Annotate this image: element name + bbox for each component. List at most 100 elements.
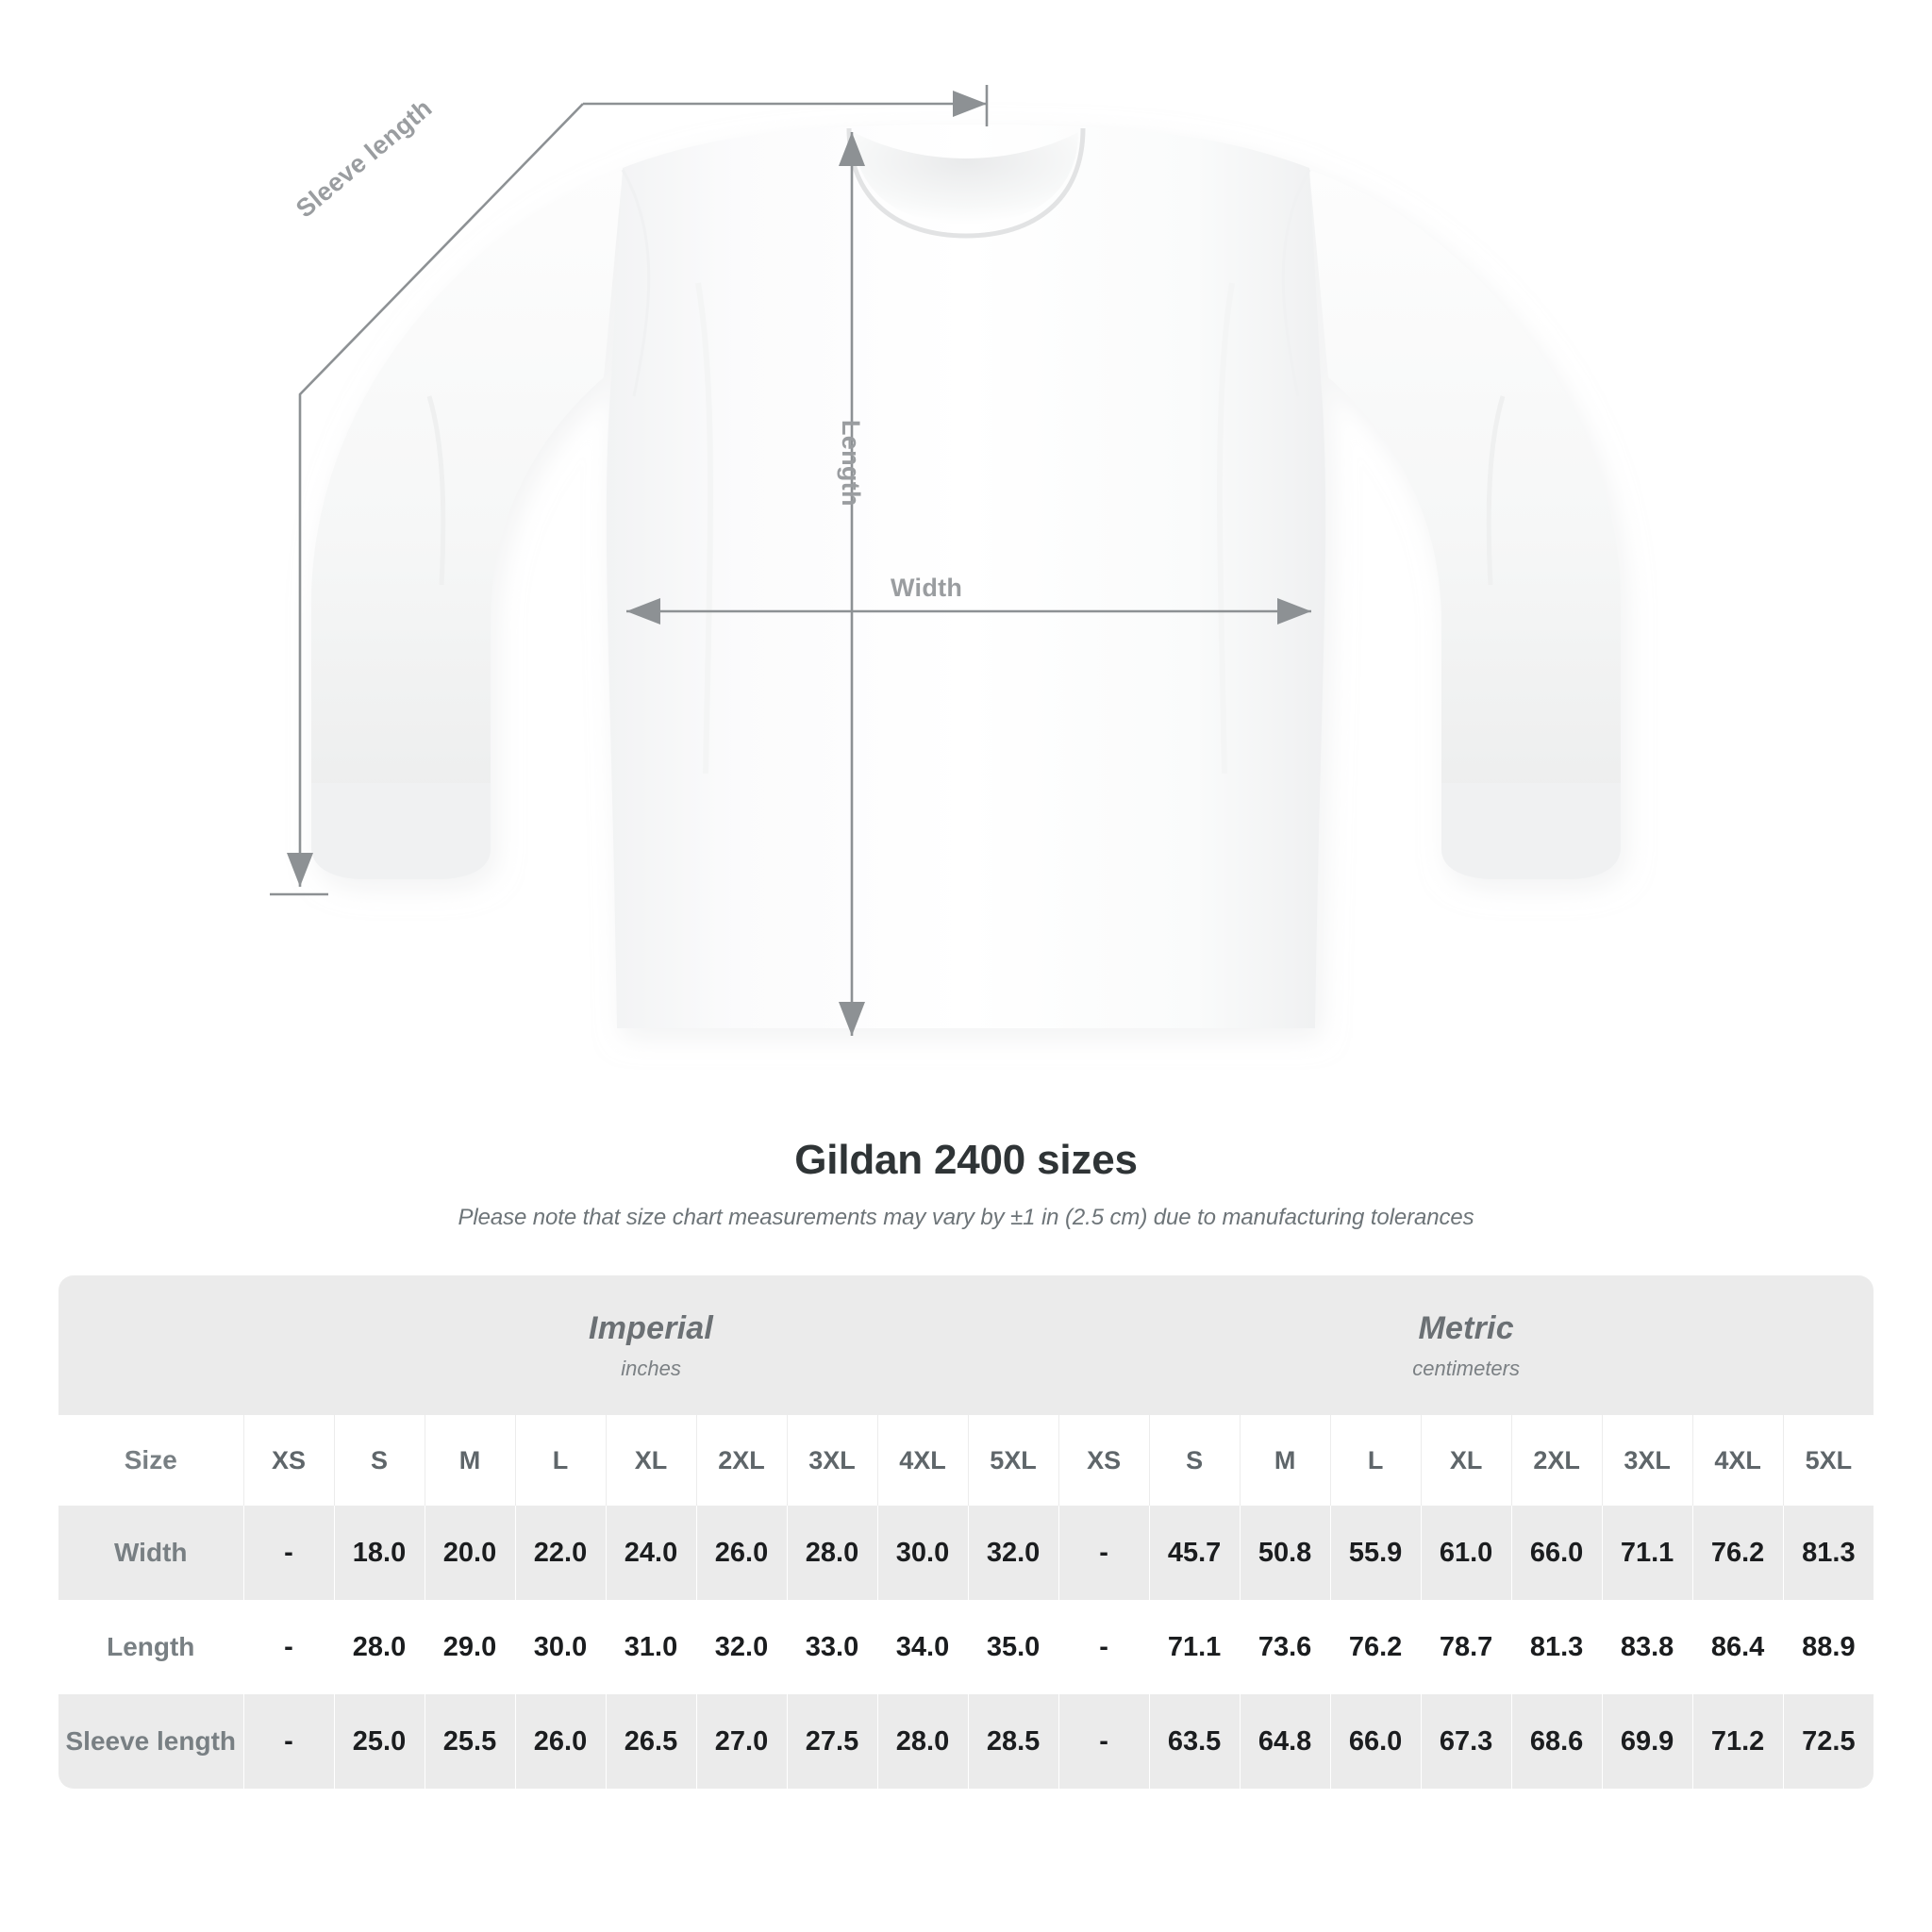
size-header-metric-4xl: 4XL [1692, 1415, 1784, 1506]
cell-sleeve-length-imperial-m: 25.5 [425, 1694, 516, 1789]
width-arrow-left [626, 598, 660, 625]
size-header-imperial-2xl: 2XL [696, 1415, 788, 1506]
cell-width-imperial-5xl: 32.0 [968, 1506, 1059, 1600]
cell-width-metric-4xl: 76.2 [1692, 1506, 1784, 1600]
width-arrow-right [1277, 598, 1311, 625]
cell-width-imperial-s: 18.0 [334, 1506, 425, 1600]
cell-sleeve-length-imperial-xs: - [243, 1694, 335, 1789]
cell-length-imperial-4xl: 34.0 [877, 1600, 969, 1694]
length-annotation-label: Length [837, 420, 865, 507]
unit-subtitle: inches [621, 1356, 681, 1380]
cell-width-imperial-2xl: 26.0 [696, 1506, 788, 1600]
cell-sleeve-length-metric-xl: 67.3 [1421, 1694, 1512, 1789]
cell-length-metric-4xl: 86.4 [1692, 1600, 1784, 1694]
page-subtitle: Please note that size chart measurements… [458, 1205, 1474, 1230]
cell-length-imperial-xs: - [243, 1600, 335, 1694]
cell-length-metric-m: 73.6 [1240, 1600, 1331, 1694]
table-row: Sleeve length -25.0 25.5 26.0 26.5 27.0 27.5 28… [58, 1694, 1874, 1789]
size-header-metric-2xl: 2XL [1511, 1415, 1603, 1506]
table-row: Width -18.0 20.0 22.0 24.0 26.0 28.0 30.0 32.0-4… [58, 1506, 1874, 1600]
cell-sleeve-length-metric-3xl: 69.9 [1602, 1694, 1693, 1789]
size-table-body: Width -18.0 20.0 22.0 24.0 26.0 28.0 30.0 32.0-4… [58, 1506, 1874, 1789]
size-header-metric-l: L [1330, 1415, 1422, 1506]
garment-svg [270, 85, 1621, 1036]
unit-header-imperial: Imperial inches [243, 1275, 1059, 1415]
unit-subtitle: centimeters [1412, 1356, 1520, 1380]
cell-sleeve-length-metric-s: 63.5 [1149, 1694, 1241, 1789]
title-block: Gildan 2400 sizes Please note that size … [0, 1137, 1932, 1231]
size-header-row: Size XS S M L XL 2XL 3XL 4XL 5XL XS S M L XL 2XL 3XL 4XL 5… [58, 1415, 1874, 1506]
cell-width-imperial-xs: - [243, 1506, 335, 1600]
cell-length-metric-s: 71.1 [1149, 1600, 1241, 1694]
size-header-imperial-l: L [515, 1415, 607, 1506]
size-column-header: Size [58, 1415, 244, 1506]
cell-width-metric-s: 45.7 [1149, 1506, 1241, 1600]
cell-length-imperial-xl: 31.0 [606, 1600, 697, 1694]
sleeve-arrow-head [953, 91, 987, 117]
size-header-metric-s: S [1149, 1415, 1241, 1506]
size-table-container: Imperial inches Metric centimeters Size XS S M… [58, 1275, 1874, 1789]
size-header-imperial-3xl: 3XL [787, 1415, 878, 1506]
length-arrow-top [839, 132, 865, 166]
cell-width-metric-xl: 61.0 [1421, 1506, 1512, 1600]
unit-name: Metric [1418, 1309, 1514, 1346]
cell-length-imperial-3xl: 33.0 [787, 1600, 878, 1694]
cell-width-metric-m: 50.8 [1240, 1506, 1331, 1600]
cell-length-metric-3xl: 83.8 [1602, 1600, 1693, 1694]
shirt-shape [311, 125, 1621, 1028]
cell-length-metric-l: 76.2 [1330, 1600, 1422, 1694]
cell-sleeve-length-imperial-4xl: 28.0 [877, 1694, 969, 1789]
length-arrow-bottom [839, 1002, 865, 1036]
size-header-metric-m: M [1240, 1415, 1331, 1506]
row-header-length: Length [58, 1600, 244, 1694]
unit-header-metric: Metric centimeters [1058, 1275, 1874, 1415]
cell-length-metric-5xl: 88.9 [1783, 1600, 1874, 1694]
cell-length-metric-2xl: 81.3 [1511, 1600, 1603, 1694]
page-title: Gildan 2400 sizes [794, 1137, 1138, 1183]
cell-width-imperial-l: 22.0 [515, 1506, 607, 1600]
cell-width-metric-5xl: 81.3 [1783, 1506, 1874, 1600]
cell-width-metric-2xl: 66.0 [1511, 1506, 1603, 1600]
cell-sleeve-length-metric-2xl: 68.6 [1511, 1694, 1603, 1789]
cell-sleeve-length-metric-m: 64.8 [1240, 1694, 1331, 1789]
cell-length-imperial-5xl: 35.0 [968, 1600, 1059, 1694]
cell-length-metric-xl: 78.7 [1421, 1600, 1512, 1694]
size-table: Imperial inches Metric centimeters Size XS S M… [58, 1275, 1874, 1789]
cell-width-imperial-m: 20.0 [425, 1506, 516, 1600]
row-header-width: Width [58, 1506, 244, 1600]
cell-sleeve-length-metric-4xl: 71.2 [1692, 1694, 1784, 1789]
cell-width-metric-xs: - [1058, 1506, 1150, 1600]
size-header-metric-xs: XS [1058, 1415, 1150, 1506]
size-header-imperial-xl: XL [606, 1415, 697, 1506]
unit-header-row: Imperial inches Metric centimeters [58, 1275, 1874, 1415]
cell-length-imperial-m: 29.0 [425, 1600, 516, 1694]
cell-sleeve-length-imperial-3xl: 27.5 [787, 1694, 878, 1789]
cell-sleeve-length-imperial-2xl: 27.0 [696, 1694, 788, 1789]
cell-length-metric-xs: - [1058, 1600, 1150, 1694]
row-header-sleeve-length: Sleeve length [58, 1694, 244, 1789]
size-header-metric-3xl: 3XL [1602, 1415, 1693, 1506]
cell-width-imperial-xl: 24.0 [606, 1506, 697, 1600]
cell-width-metric-l: 55.9 [1330, 1506, 1422, 1600]
size-header-imperial-xs: XS [243, 1415, 335, 1506]
cell-sleeve-length-imperial-l: 26.0 [515, 1694, 607, 1789]
cell-sleeve-length-metric-xs: - [1058, 1694, 1150, 1789]
cell-sleeve-length-metric-l: 66.0 [1330, 1694, 1422, 1789]
cell-length-imperial-l: 30.0 [515, 1600, 607, 1694]
garment-illustration: Sleeve length Length Width [270, 85, 1621, 1036]
size-header-metric-5xl: 5XL [1783, 1415, 1874, 1506]
table-row: Length -28.0 29.0 30.0 31.0 32.0 33.0 34.0 35.0-… [58, 1600, 1874, 1694]
size-header-imperial-m: M [425, 1415, 516, 1506]
size-header-imperial-s: S [334, 1415, 425, 1506]
width-annotation-label: Width [891, 574, 963, 602]
sleeve-arrow-bottom [287, 853, 313, 887]
unit-name: Imperial [589, 1309, 714, 1346]
cell-sleeve-length-imperial-xl: 26.5 [606, 1694, 697, 1789]
measurement-lines [270, 85, 1311, 1036]
unit-row-spacer [58, 1275, 243, 1415]
size-header-imperial-5xl: 5XL [968, 1415, 1059, 1506]
cell-sleeve-length-imperial-s: 25.0 [334, 1694, 425, 1789]
cell-length-imperial-s: 28.0 [334, 1600, 425, 1694]
cell-width-metric-3xl: 71.1 [1602, 1506, 1693, 1600]
